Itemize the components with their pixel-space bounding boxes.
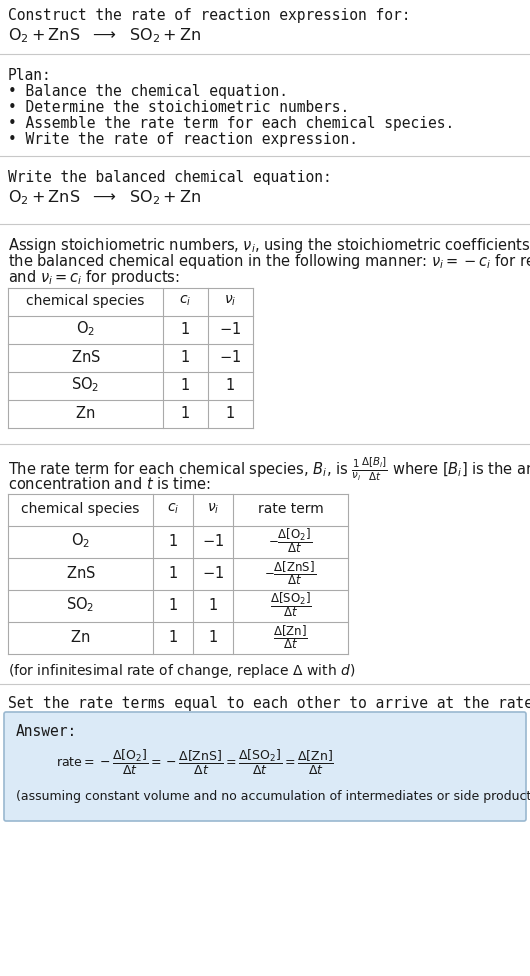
Text: $\mathrm{Zn}$: $\mathrm{Zn}$ [70, 629, 91, 645]
Text: $\mathrm{O_2} + \mathrm{ZnS}\ \ \longrightarrow\ \ \mathrm{SO_2} + \mathrm{Zn}$: $\mathrm{O_2} + \mathrm{ZnS}\ \ \longrig… [8, 26, 201, 45]
Text: • Determine the stoichiometric numbers.: • Determine the stoichiometric numbers. [8, 100, 349, 115]
Text: $-1$: $-1$ [219, 349, 242, 365]
Text: Construct the rate of reaction expression for:: Construct the rate of reaction expressio… [8, 8, 411, 23]
Text: $\mathrm{O_2} + \mathrm{ZnS}\ \ \longrightarrow\ \ \mathrm{SO_2} + \mathrm{Zn}$: $\mathrm{O_2} + \mathrm{ZnS}\ \ \longrig… [8, 188, 201, 207]
Text: $\mathrm{O_2}$: $\mathrm{O_2}$ [71, 532, 90, 550]
Text: $\mathrm{rate} = -\dfrac{\Delta[\mathrm{O_2}]}{\Delta t} = -\dfrac{\Delta[\mathr: $\mathrm{rate} = -\dfrac{\Delta[\mathrm{… [56, 748, 334, 777]
Text: $\nu_i$: $\nu_i$ [224, 294, 237, 308]
Text: $\mathrm{ZnS}$: $\mathrm{ZnS}$ [66, 565, 95, 581]
Text: The rate term for each chemical species, $B_i$, is $\frac{1}{\nu_i}\frac{\Delta[: The rate term for each chemical species,… [8, 456, 530, 483]
Text: $\dfrac{\Delta[\mathrm{SO_2}]}{\Delta t}$: $\dfrac{\Delta[\mathrm{SO_2}]}{\Delta t}… [270, 590, 311, 620]
Text: $-\dfrac{\Delta[\mathrm{O_2}]}{\Delta t}$: $-\dfrac{\Delta[\mathrm{O_2}]}{\Delta t}… [269, 527, 313, 555]
Text: 1: 1 [181, 349, 190, 364]
FancyBboxPatch shape [4, 712, 526, 821]
Text: 1: 1 [226, 378, 235, 392]
Text: and $\nu_i = c_i$ for products:: and $\nu_i = c_i$ for products: [8, 268, 180, 287]
Text: (for infinitesimal rate of change, replace $\Delta$ with $d$): (for infinitesimal rate of change, repla… [8, 662, 355, 680]
Text: 1: 1 [181, 405, 190, 421]
Text: 1: 1 [208, 630, 218, 644]
Text: $-1$: $-1$ [202, 533, 224, 549]
Text: $\nu_i$: $\nu_i$ [207, 502, 219, 516]
Text: 1: 1 [181, 378, 190, 392]
Text: chemical species: chemical species [21, 502, 140, 516]
Text: $-1$: $-1$ [219, 321, 242, 337]
Text: chemical species: chemical species [26, 294, 145, 308]
Text: • Assemble the rate term for each chemical species.: • Assemble the rate term for each chemic… [8, 116, 454, 131]
Text: $\mathrm{Zn}$: $\mathrm{Zn}$ [75, 405, 95, 421]
Text: the balanced chemical equation in the following manner: $\nu_i = -c_i$ for react: the balanced chemical equation in the fo… [8, 252, 530, 271]
Text: $c_i$: $c_i$ [167, 502, 179, 516]
Text: $\mathrm{ZnS}$: $\mathrm{ZnS}$ [70, 349, 100, 365]
Text: 1: 1 [169, 534, 178, 549]
Text: (assuming constant volume and no accumulation of intermediates or side products): (assuming constant volume and no accumul… [16, 790, 530, 803]
Text: $\mathrm{SO_2}$: $\mathrm{SO_2}$ [72, 376, 100, 394]
Text: $\mathrm{O_2}$: $\mathrm{O_2}$ [76, 320, 95, 339]
Text: $\dfrac{\Delta[\mathrm{Zn}]}{\Delta t}$: $\dfrac{\Delta[\mathrm{Zn}]}{\Delta t}$ [273, 623, 308, 651]
Text: • Write the rate of reaction expression.: • Write the rate of reaction expression. [8, 132, 358, 147]
Text: Write the balanced chemical equation:: Write the balanced chemical equation: [8, 170, 332, 185]
Text: $-\dfrac{\Delta[\mathrm{ZnS}]}{\Delta t}$: $-\dfrac{\Delta[\mathrm{ZnS}]}{\Delta t}… [264, 559, 316, 587]
Text: 1: 1 [169, 630, 178, 644]
Text: Plan:: Plan: [8, 68, 52, 83]
Text: 1: 1 [208, 597, 218, 613]
Text: Set the rate terms equal to each other to arrive at the rate expression:: Set the rate terms equal to each other t… [8, 696, 530, 711]
Text: rate term: rate term [258, 502, 323, 516]
Text: Assign stoichiometric numbers, $\nu_i$, using the stoichiometric coefficients, $: Assign stoichiometric numbers, $\nu_i$, … [8, 236, 530, 255]
Text: 1: 1 [226, 405, 235, 421]
Text: $c_i$: $c_i$ [179, 294, 192, 308]
Text: concentration and $t$ is time:: concentration and $t$ is time: [8, 476, 211, 492]
Text: 1: 1 [169, 565, 178, 581]
Text: $\mathrm{SO_2}$: $\mathrm{SO_2}$ [66, 595, 95, 614]
Text: $-1$: $-1$ [202, 565, 224, 581]
Text: 1: 1 [181, 321, 190, 337]
Text: Answer:: Answer: [16, 724, 77, 739]
Text: • Balance the chemical equation.: • Balance the chemical equation. [8, 84, 288, 99]
Text: 1: 1 [169, 597, 178, 613]
